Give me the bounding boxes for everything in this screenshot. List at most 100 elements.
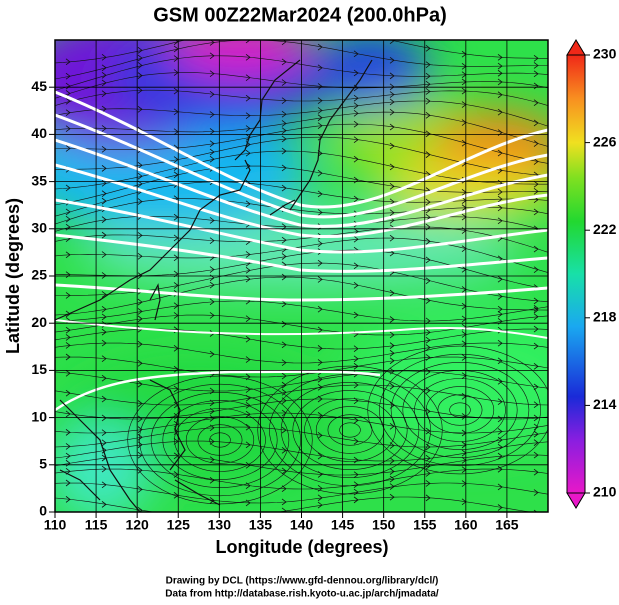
stream-arrow: [353, 120, 359, 128]
stream-arrow: [497, 188, 503, 196]
stream-arrow: [281, 120, 287, 127]
stream-arrow: [245, 112, 251, 119]
stream-arrow: [389, 91, 395, 98]
stream-arrow: [245, 410, 251, 418]
stream-arrow: [425, 72, 431, 80]
colorbar-tick-label: 210: [593, 484, 617, 500]
stream-arrow: [353, 381, 359, 389]
stream-arrow: [317, 305, 323, 313]
stream-arrow: [209, 456, 215, 463]
stream-arrow: [281, 97, 287, 104]
stream-arrow: [281, 253, 287, 260]
stream-arrow: [425, 111, 431, 119]
stream-arrow: [245, 441, 251, 449]
credit-line: Drawing by DCL (https://www.gfd-dennou.o…: [166, 576, 439, 587]
stream-arrow: [137, 359, 143, 367]
y-tick-label: 25: [31, 267, 47, 283]
stream-arrow: [101, 125, 107, 132]
stream-arrow: [533, 188, 539, 195]
stream-arrow: [497, 428, 503, 435]
colorbar-tick-label: 214: [593, 396, 617, 412]
stream-arrow: [281, 135, 287, 143]
y-tick-label: 10: [31, 408, 47, 424]
stream-arrow: [65, 443, 71, 450]
colorbar-axis: 210 214 218 222 226 230: [585, 46, 617, 500]
stream-arrow: [353, 437, 359, 445]
stream-arrow: [389, 457, 395, 465]
stream-arrow: [65, 145, 71, 152]
stream-arrow: [281, 236, 287, 244]
stream-arrow: [65, 58, 71, 66]
stream-arrow: [137, 87, 143, 94]
stream-arrow: [65, 496, 71, 503]
stream-arrow: [245, 251, 251, 258]
stream-arrow: [533, 158, 539, 165]
stream-arrow: [425, 80, 431, 88]
stream-arrow: [209, 148, 215, 156]
stream-arrow: [425, 470, 431, 477]
streamline: [327, 414, 373, 446]
contours: [55, 90, 548, 412]
stream-arrow: [533, 62, 539, 69]
stream-arrow: [101, 79, 107, 87]
streamline: [414, 378, 506, 442]
stream-arrow: [209, 387, 215, 395]
stream-arrow: [101, 145, 107, 153]
stream-arrow: [533, 401, 539, 409]
stream-arrow: [245, 125, 251, 132]
stream-arrow: [101, 429, 107, 437]
stream-arrow: [317, 83, 323, 90]
stream-arrow: [389, 331, 395, 339]
stream-arrow: [101, 355, 107, 362]
stream-arrow: [137, 466, 143, 474]
stream-arrow: [317, 190, 323, 198]
stream-arrow: [281, 58, 287, 66]
stream-arrow: [533, 451, 539, 459]
stream-arrow: [353, 471, 359, 478]
streamline: [209, 432, 231, 448]
axes: 110 115 120 125 130 135 140 145 150 155 160 165 0 5 10…: [31, 78, 518, 533]
stream-arrow: [281, 320, 287, 328]
y-tick-label: 35: [31, 172, 47, 188]
stream-arrow: [317, 259, 323, 267]
stream-arrow: [65, 429, 71, 436]
stream-arrow: [497, 69, 503, 77]
stream-arrow: [101, 231, 107, 239]
x-tick-label: 145: [331, 517, 355, 533]
stream-arrow: [317, 471, 323, 478]
coastlines: [55, 59, 373, 512]
stream-arrow: [497, 53, 503, 61]
stream-arrow: [497, 452, 503, 460]
stream-arrow: [389, 342, 395, 349]
stream-arrow: [425, 344, 431, 351]
y-tick-label: 30: [31, 220, 47, 236]
stream-arrow: [65, 452, 71, 460]
streamline: [425, 386, 495, 434]
y-tick-label: 5: [39, 456, 47, 472]
x-tick-label: 160: [454, 517, 478, 533]
stream-arrow: [425, 45, 431, 52]
stream-arrow: [533, 509, 538, 512]
stream-arrow: [137, 426, 143, 433]
stream-arrow: [497, 78, 503, 86]
stream-arrow: [353, 262, 359, 270]
stream-arrow: [497, 217, 503, 225]
stream-arrow: [317, 276, 323, 283]
stream-arrow: [101, 321, 107, 328]
stream-arrow: [425, 329, 431, 336]
stream-arrow: [101, 64, 107, 72]
stream-arrow: [210, 30, 214, 36]
stream-arrow: [353, 481, 359, 489]
stream-arrow: [281, 300, 287, 308]
stream-arrow: [245, 423, 251, 431]
stream-arrow: [425, 387, 431, 394]
stream-arrow: [533, 489, 539, 496]
stream-arrow: [389, 468, 395, 475]
stream-arrow: [209, 281, 215, 289]
stream-arrow: [389, 209, 395, 217]
stream-arrow: [389, 289, 395, 297]
stream-arrow: [533, 140, 539, 147]
stream-arrow: [497, 357, 503, 365]
stream-arrow: [497, 195, 503, 203]
